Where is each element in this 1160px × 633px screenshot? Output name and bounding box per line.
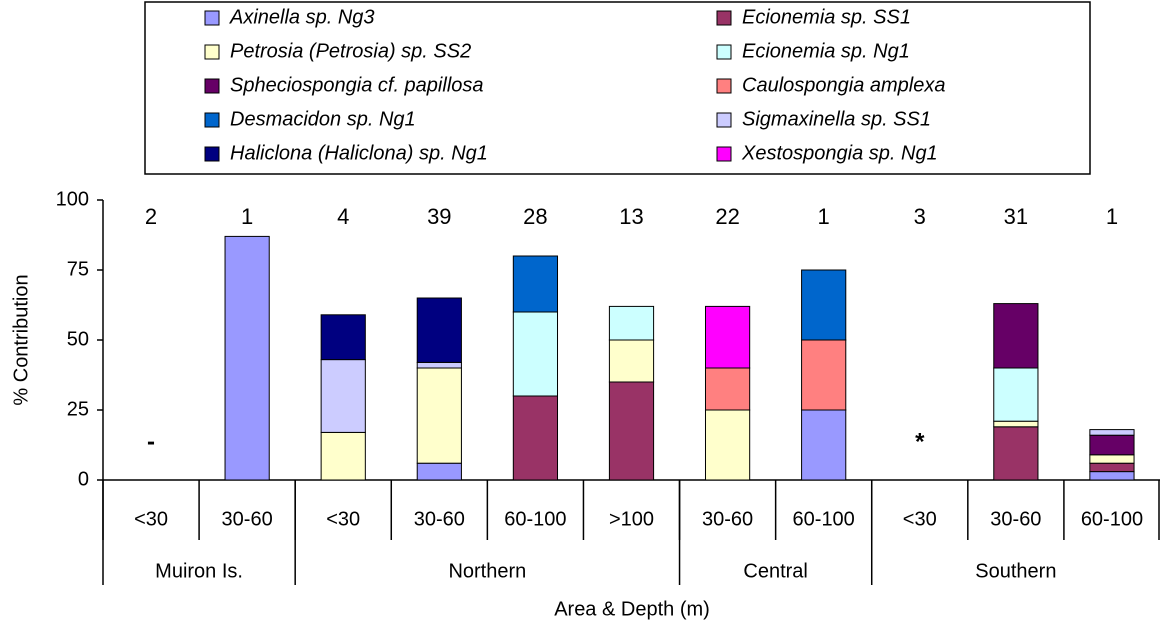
x-tick-label: 30-60 [702, 508, 753, 530]
group-label: Northern [448, 560, 526, 582]
bar-segment [608, 339, 655, 383]
bar-segment [608, 305, 655, 341]
sample-size: 13 [619, 204, 643, 229]
x-tick-label: <30 [326, 508, 360, 530]
y-axis-label: % Contribution [10, 274, 32, 405]
x-tick-label: 60-100 [1081, 508, 1143, 530]
bar-segment [512, 255, 559, 313]
bar-segment [416, 367, 462, 464]
bar-segment [320, 359, 366, 433]
x-tick-label: 30-60 [414, 508, 465, 530]
x-tick-label: 60-100 [504, 508, 566, 530]
x-tick-label: 30-60 [222, 508, 273, 530]
sample-size: 39 [427, 204, 451, 229]
bar-segment [1089, 462, 1135, 473]
bar-segment [224, 235, 270, 481]
legend-label: Axinella sp. Ng3 [229, 6, 375, 28]
sample-size: 22 [715, 204, 739, 229]
sample-size: 2 [145, 204, 157, 229]
legend-label: Haliclona (Haliclona) sp. Ng1 [230, 142, 488, 164]
bar-segment [1089, 471, 1135, 481]
group-label: Muiron Is. [155, 560, 243, 582]
marker: * [915, 428, 925, 455]
group-label: Central [743, 560, 807, 582]
sample-size: 28 [523, 204, 547, 229]
sample-size: 1 [1106, 204, 1118, 229]
legend-label: Ecionemia sp. Ng1 [742, 40, 910, 62]
y-tick-label: 0 [78, 468, 89, 490]
marker: - [147, 428, 155, 455]
bar-segment [416, 297, 462, 363]
bar-segment [1089, 434, 1135, 456]
y-tick-label: 100 [56, 188, 89, 210]
legend-swatch [204, 78, 220, 94]
bar-segment [608, 381, 655, 481]
bar-segment [704, 367, 751, 411]
bar-segment [416, 462, 462, 481]
legend-swatch [716, 112, 732, 128]
legend-swatch [716, 10, 732, 26]
x-tick-label: 60-100 [793, 508, 855, 530]
legend-label: Spheciospongia cf. papillosa [230, 74, 484, 96]
bar-segment [320, 431, 366, 481]
legend-label: Petrosia (Petrosia) sp. SS2 [230, 40, 471, 62]
bar-segment [704, 305, 751, 369]
legend-swatch [716, 44, 732, 60]
legend-box [144, 1, 1091, 175]
bar-segment [801, 269, 847, 341]
bar-segment [993, 367, 1039, 422]
bar-segment [993, 303, 1039, 369]
sample-size: 4 [337, 204, 349, 229]
y-tick-label: 75 [67, 258, 89, 280]
legend-label: Ecionemia sp. SS1 [742, 6, 911, 28]
legend-swatch [204, 44, 220, 60]
sample-size: 1 [818, 204, 830, 229]
group-label: Southern [975, 560, 1056, 582]
legend-swatch [716, 78, 732, 94]
bar-segment [1089, 454, 1135, 464]
x-tick-label: 30-60 [990, 508, 1041, 530]
x-tick-label: <30 [903, 508, 937, 530]
bar-segment [704, 409, 751, 481]
sample-size: 31 [1004, 204, 1028, 229]
legend-swatch [204, 112, 220, 128]
bar-segment [1089, 429, 1135, 436]
bar-segment [512, 311, 559, 397]
x-tick-label: <30 [134, 508, 168, 530]
legend-swatch [204, 146, 220, 162]
legend-label: Desmacidon sp. Ng1 [230, 108, 416, 130]
bar-segment [801, 339, 847, 411]
legend-label: Sigmaxinella sp. SS1 [742, 108, 931, 130]
legend-label: Caulospongia amplexa [742, 74, 945, 96]
bar-segment [320, 314, 366, 361]
bar-segment [801, 409, 847, 481]
y-tick-label: 50 [67, 328, 89, 350]
sample-size: 3 [914, 204, 926, 229]
bar-segment [993, 420, 1039, 428]
y-tick-label: 25 [67, 398, 89, 420]
legend-swatch [716, 146, 732, 162]
bar-segment [416, 361, 462, 369]
sample-size: 1 [241, 204, 253, 229]
bar-segment [993, 426, 1039, 481]
legend-label: Xestospongia sp. Ng1 [741, 142, 938, 164]
x-axis-label: Area & Depth (m) [554, 598, 710, 620]
bar-segment [512, 395, 559, 481]
x-tick-label: >100 [609, 508, 654, 530]
legend-swatch [204, 10, 220, 26]
